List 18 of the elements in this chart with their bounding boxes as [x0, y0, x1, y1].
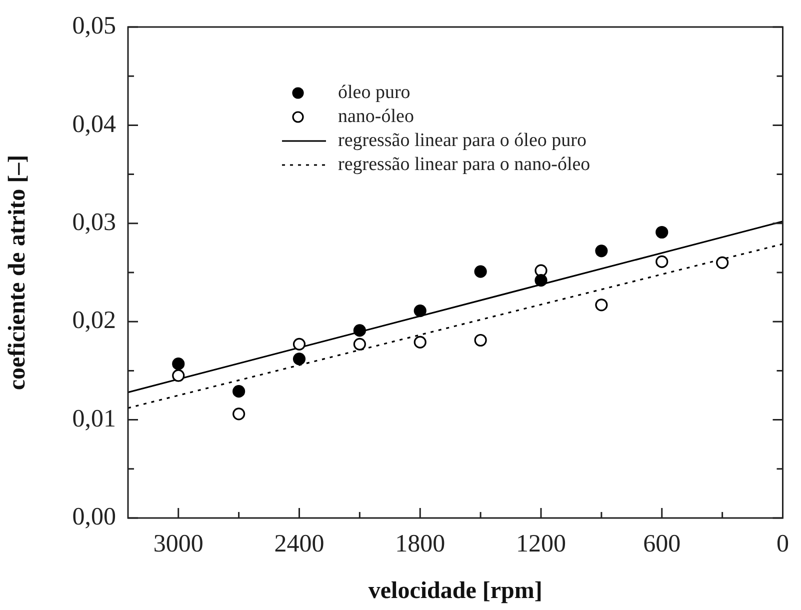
x-tick-label: 0: [776, 530, 789, 558]
y-tick-label: 0,01: [72, 405, 116, 432]
x-tick-label: 2400: [274, 530, 324, 558]
y-tick-label: 0,05: [72, 12, 116, 40]
legend-label: regressão linear para o óleo puro: [338, 130, 586, 151]
y-tick-label: 0,03: [72, 208, 116, 236]
x-tick-label: 600: [643, 530, 681, 558]
y-axis-title: coeficiente de atrito [–]: [4, 154, 31, 390]
y-tick-label: 0,00: [72, 504, 116, 531]
x-tick-label: 1200: [516, 530, 566, 558]
y-tick-label: 0,02: [72, 307, 116, 334]
legend-label: nano-óleo: [338, 106, 414, 127]
x-tick-label: 3000: [153, 530, 204, 558]
x-axis-title: velocidade [rpm]: [368, 578, 542, 604]
legend-label: óleo puro: [338, 82, 410, 103]
x-tick-label: 1800: [395, 530, 446, 558]
y-tick-label: 0,04: [72, 110, 116, 138]
legend-label: regressão linear para o nano-óleo: [338, 154, 590, 175]
